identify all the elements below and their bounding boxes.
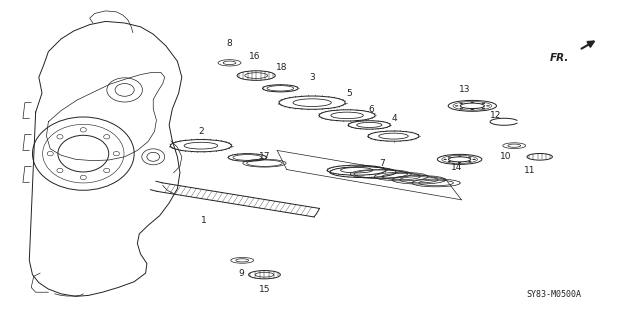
Text: FR.: FR. (550, 53, 569, 63)
Text: 7: 7 (379, 159, 385, 168)
Text: 12: 12 (489, 111, 501, 120)
Text: 1: 1 (201, 216, 207, 225)
Text: 15: 15 (259, 284, 270, 293)
Text: 16: 16 (249, 52, 261, 61)
Text: 4: 4 (392, 114, 397, 123)
Text: 9: 9 (238, 268, 244, 278)
Text: 11: 11 (524, 166, 536, 175)
Text: 8: 8 (227, 39, 233, 48)
Text: 14: 14 (452, 164, 462, 172)
Text: 2: 2 (198, 127, 204, 136)
Text: SY83-M0500A: SY83-M0500A (526, 290, 581, 299)
Text: 3: 3 (310, 73, 315, 82)
Text: 13: 13 (459, 85, 471, 94)
Text: 5: 5 (346, 89, 352, 98)
Text: 17: 17 (259, 152, 270, 161)
Text: 10: 10 (500, 152, 512, 161)
Text: 6: 6 (368, 105, 374, 114)
Text: 18: 18 (276, 63, 287, 72)
